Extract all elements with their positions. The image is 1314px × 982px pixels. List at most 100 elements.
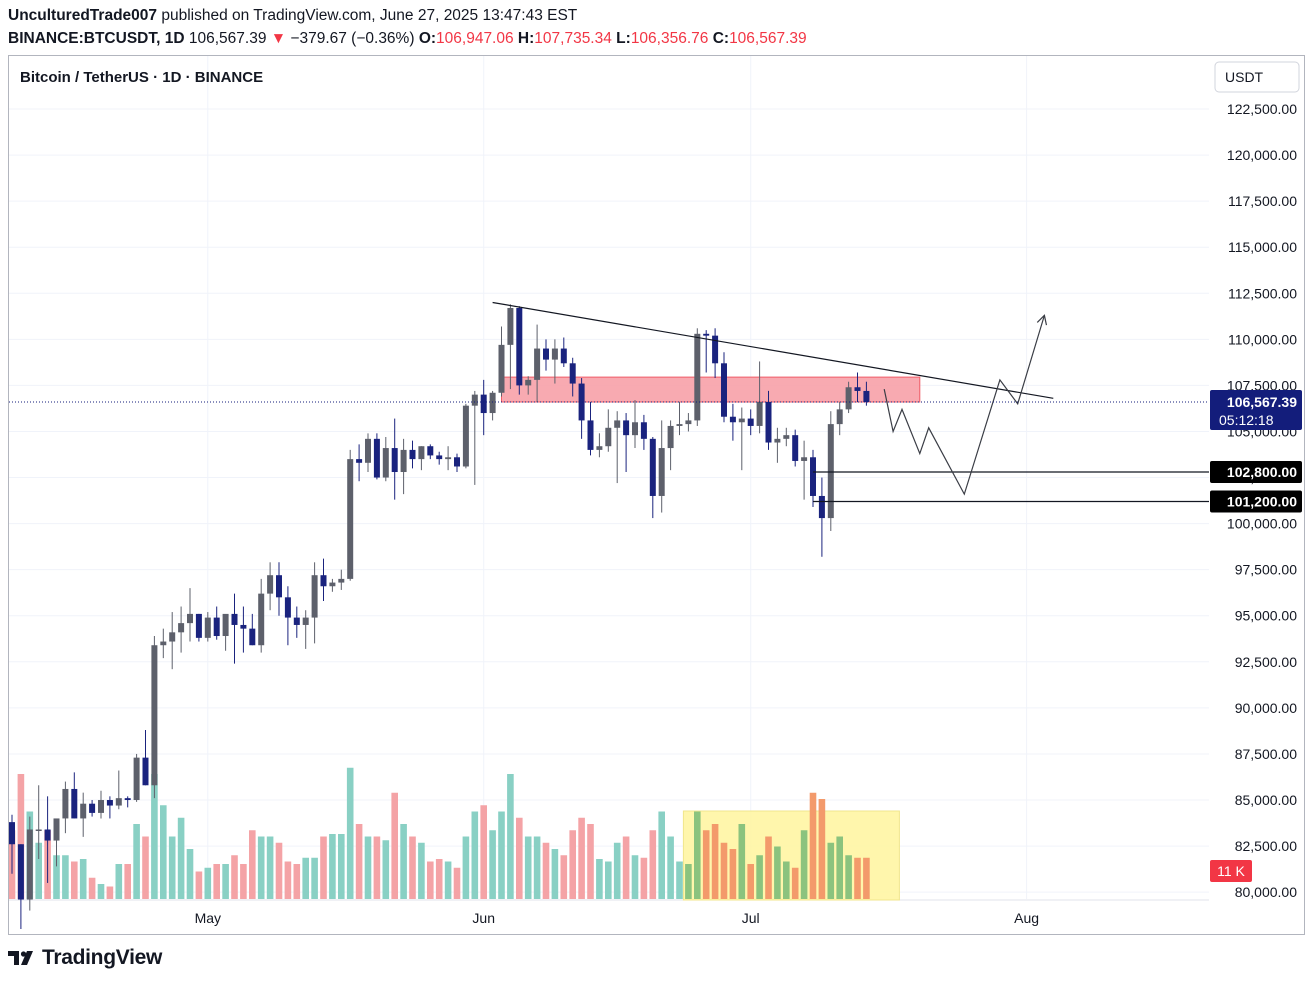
volume-bar xyxy=(435,859,443,899)
volume-bar xyxy=(142,836,149,899)
volume-bar xyxy=(658,811,665,899)
author-name[interactable]: UnculturedTrade007 xyxy=(8,7,158,24)
candle-body xyxy=(106,800,113,806)
volume-bar xyxy=(53,855,60,899)
close-label: C: xyxy=(712,30,730,47)
volume-bar xyxy=(231,855,238,899)
volume-bar xyxy=(836,836,843,899)
high-label: H: xyxy=(517,30,535,47)
volume-bar xyxy=(711,824,719,899)
volume-bar xyxy=(97,884,105,899)
volume-bar xyxy=(249,830,256,899)
time-tick-label: Jul xyxy=(742,910,760,926)
candle-body xyxy=(26,829,33,900)
price-tick-label: 100,000.00 xyxy=(1227,516,1297,532)
volume-bar xyxy=(35,842,42,899)
chart-container[interactable]: 122,500.00 120,000.00 117,500.00 115,000.00… xyxy=(8,55,1305,935)
candle-body xyxy=(142,757,149,786)
candle-body xyxy=(338,578,345,583)
candle-body xyxy=(667,425,674,449)
candle-body xyxy=(418,446,425,460)
volume-bar xyxy=(400,824,407,899)
volume-bar xyxy=(329,834,336,899)
low-value: 106,356.76 xyxy=(630,30,709,47)
volume-bar xyxy=(507,774,514,899)
level-label-bg xyxy=(1210,490,1302,513)
volume-bar xyxy=(720,842,728,899)
candle-body xyxy=(391,448,398,473)
volume-bar xyxy=(791,867,799,899)
candle-body xyxy=(694,333,701,421)
tradingview-logo-text: TradingView xyxy=(42,946,163,969)
volume-bar xyxy=(774,846,781,899)
volume-bar xyxy=(667,836,674,899)
price-tick-label: 115,000.00 xyxy=(1228,239,1297,255)
symbol-label: BINANCE:BTCUSDT, 1D xyxy=(8,30,185,47)
volume-label-text: 11 K xyxy=(1217,863,1245,879)
candle-body xyxy=(516,308,523,386)
candle-body xyxy=(658,448,665,496)
candle-body xyxy=(685,420,692,425)
volume-bar xyxy=(676,861,683,899)
candle-body xyxy=(365,438,371,463)
volume-bar xyxy=(560,855,568,899)
candle-body xyxy=(596,446,603,450)
volume-bar xyxy=(168,836,176,899)
open-value: 106,947.06 xyxy=(436,30,514,47)
price-axis[interactable]: 122,500.00 120,000.00 117,500.00 115,000.00… xyxy=(1227,101,1297,900)
volume-bar xyxy=(266,836,274,899)
candle-body xyxy=(409,449,416,460)
candle-body xyxy=(845,387,852,410)
candle-body xyxy=(382,448,389,478)
candle-body xyxy=(827,424,834,519)
level-label-text: 101,200.00 xyxy=(1227,493,1297,509)
price-chart[interactable]: 122,500.00 120,000.00 117,500.00 115,000.00… xyxy=(9,56,1304,934)
trendline xyxy=(492,301,1054,399)
tradingview-logo[interactable]: TradingView xyxy=(8,946,162,970)
price-tick-label: 92,500.00 xyxy=(1235,654,1297,670)
volume-bar xyxy=(578,817,585,899)
time-axis[interactable]: May Jun Jul Aug xyxy=(195,910,1039,926)
candle-body xyxy=(623,420,630,436)
candle-body xyxy=(605,427,612,447)
drawings xyxy=(9,301,1209,503)
candle-body xyxy=(356,459,363,463)
volume-bar xyxy=(640,857,648,899)
volume-bar xyxy=(480,805,487,899)
volume-bar xyxy=(409,836,416,899)
change-value: −379.67 (−0.36%) xyxy=(290,30,415,47)
volume-bar xyxy=(364,836,372,899)
volume-bar xyxy=(685,864,692,899)
candle-body xyxy=(489,392,496,414)
candle-body xyxy=(712,335,719,364)
candle-body xyxy=(400,449,407,473)
currency-button[interactable]: USDT xyxy=(1214,61,1300,93)
volume-bar xyxy=(533,836,541,899)
volume-bar xyxy=(88,877,96,899)
volume-bar xyxy=(569,830,576,899)
candle-body xyxy=(632,422,638,436)
volume-bar xyxy=(453,867,461,899)
volume-bar xyxy=(827,842,835,899)
volume-bar xyxy=(160,805,167,899)
volume-bar xyxy=(605,861,612,899)
volume-bar xyxy=(471,811,479,899)
candle-body xyxy=(792,435,799,461)
candle-body xyxy=(747,418,754,426)
candle-body xyxy=(703,333,710,336)
price-tick-label: 117,500.00 xyxy=(1228,193,1297,209)
candle-body xyxy=(62,788,69,819)
candle-body xyxy=(462,405,469,467)
candle-body xyxy=(836,409,843,425)
candle-body xyxy=(756,401,763,426)
projection-arrow-head xyxy=(1036,314,1048,326)
volume-bar xyxy=(373,836,381,899)
candle-body xyxy=(560,348,567,364)
publish-info: UnculturedTrade007 published on TradingV… xyxy=(8,7,577,25)
volume-bar xyxy=(213,864,220,899)
volume-bar xyxy=(613,842,621,899)
candle-body xyxy=(471,394,478,406)
candle-body xyxy=(721,363,727,417)
volume-bar xyxy=(293,864,301,899)
candle-body xyxy=(302,617,309,625)
